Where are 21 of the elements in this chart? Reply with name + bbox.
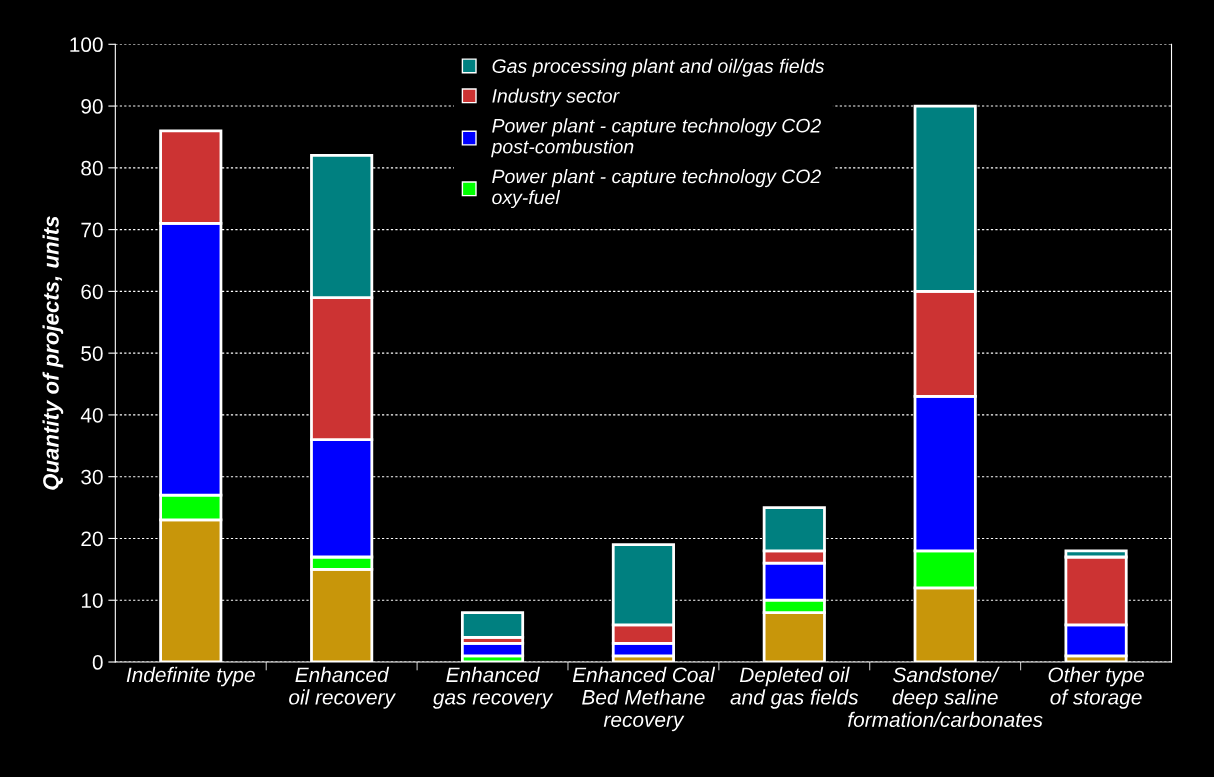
x-tick-label: Enhanced gas recovery xyxy=(432,666,554,709)
y-tick-label: 50 xyxy=(81,346,103,361)
legend-label: Gas processing plant and oil/gas fields xyxy=(492,58,825,77)
y-axis-title: Quantity of projects, units xyxy=(42,216,64,490)
y-tick-label: 60 xyxy=(81,284,103,300)
legend-label: Power plant - capture technology CO2 post-combustion xyxy=(491,118,821,158)
x-tick-label: Indefinite type xyxy=(126,666,255,687)
y-tick-label: 70 xyxy=(81,222,103,238)
y-tick-label: 10 xyxy=(81,593,103,608)
x-tick-label: Enhanced Coal Bed Methane recovery xyxy=(572,666,716,732)
y-tick-label: 0 xyxy=(92,655,103,670)
legend-label: Power plant - capture technology CO2 oxy-fuel xyxy=(492,169,821,209)
y-tick-label: 100 xyxy=(70,37,103,53)
y-tick-label: 40 xyxy=(80,407,103,423)
y-tick-label: 20 xyxy=(81,531,103,547)
legend-label: Industry sector xyxy=(492,88,620,107)
y-tick-label: 30 xyxy=(81,469,103,485)
x-tick-label: Enhanced oil recovery xyxy=(289,666,396,709)
y-tick-label: 80 xyxy=(81,160,103,176)
y-tick-label: 90 xyxy=(81,99,103,114)
x-tick-label: Other type of storage xyxy=(1048,666,1144,709)
